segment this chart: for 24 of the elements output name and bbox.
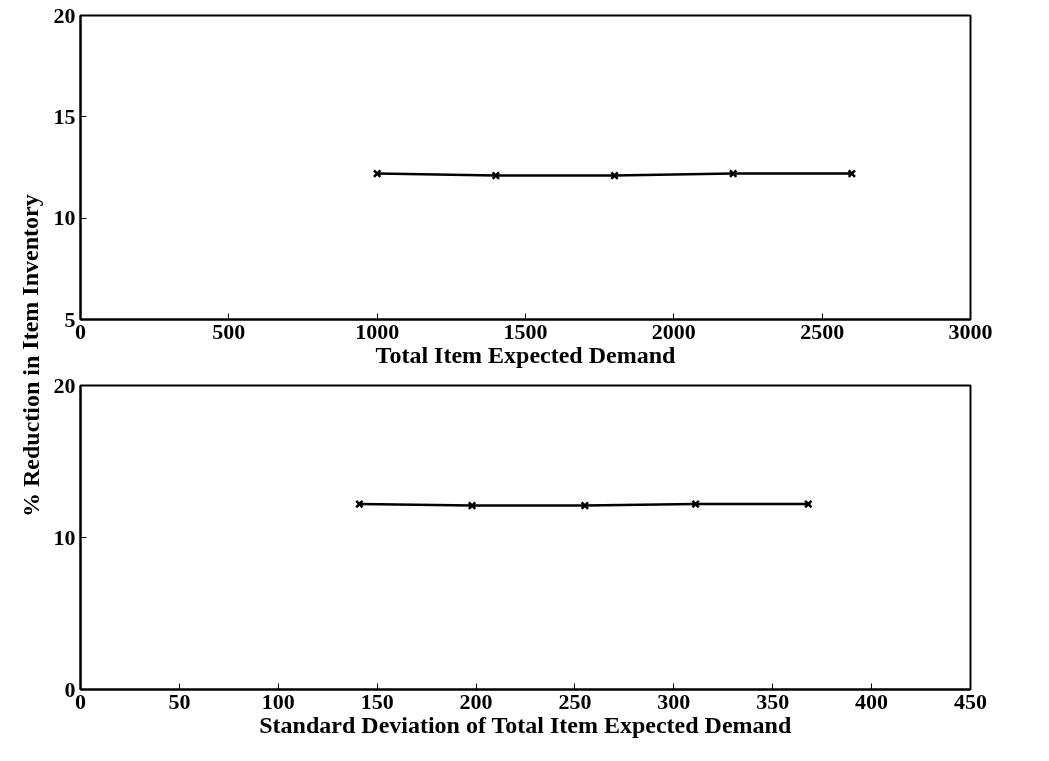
- x-tick-label: 300: [657, 688, 691, 714]
- y-tick-label: 20: [53, 372, 76, 398]
- x-tick-label: 2000: [651, 318, 696, 344]
- x-tick-label: 3000: [948, 318, 993, 344]
- x-tick-label: 250: [558, 688, 592, 714]
- y-tick-label: 15: [53, 103, 76, 129]
- y-tick-label: 20: [53, 2, 76, 28]
- x-tick-label: 200: [459, 688, 493, 714]
- x-axis-title: Standard Deviation of Total Item Expected Demand: [259, 711, 792, 738]
- x-tick-label: 1000: [355, 318, 400, 344]
- x-axis-title: Total Item Expected Demand: [375, 341, 677, 368]
- y-tick-label: 10: [53, 524, 76, 550]
- y-tick-label: 5: [64, 306, 76, 332]
- x-tick-label: 2500: [800, 318, 845, 344]
- y-axis-title: % Reduction in Item Inventory: [17, 194, 44, 518]
- x-tick-label: 450: [954, 688, 987, 714]
- y-tick-label: 10: [53, 205, 76, 231]
- x-tick-label: 350: [756, 688, 790, 714]
- x-tick-label: 50: [168, 688, 191, 714]
- x-tick-label: 100: [261, 688, 295, 714]
- x-tick-label: 1500: [503, 318, 548, 344]
- x-tick-label: 500: [212, 318, 246, 344]
- x-tick-label: 150: [360, 688, 394, 714]
- x-tick-label: 400: [855, 688, 889, 714]
